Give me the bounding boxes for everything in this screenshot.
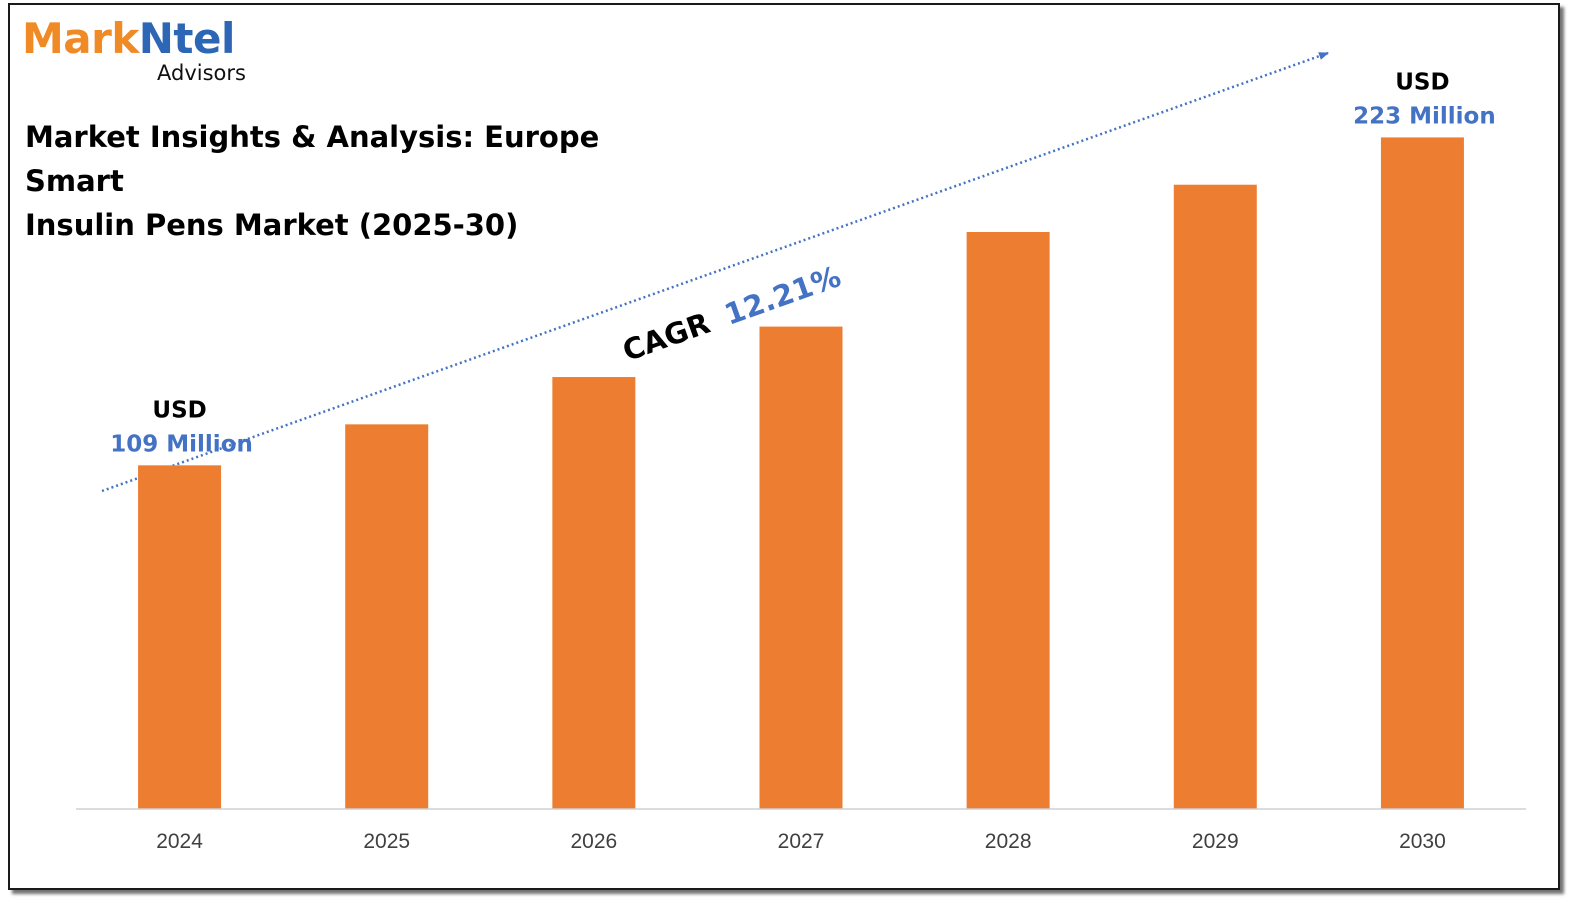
trend-arrow <box>101 51 1329 493</box>
logo-mark-part1: Mark <box>22 14 139 63</box>
chart-title-line2: Insulin Pens Market (2025-30) <box>25 208 519 242</box>
chart-title: Market Insights & Analysis: Europe Smart… <box>25 115 705 247</box>
annotation-usd-2024: USD <box>152 397 206 423</box>
chart-frame: MarkNtel Advisors Market Insights & Anal… <box>8 3 1560 890</box>
cagr-label-text: CAGR <box>618 306 714 368</box>
bar-2028 <box>966 232 1050 809</box>
bar-2030 <box>1380 137 1464 809</box>
annotation-value-2024: 109 Million <box>110 431 253 457</box>
x-tick-label-2030: 2030 <box>1399 830 1446 853</box>
logo-mark-part2: Ntel <box>138 14 236 63</box>
bar-2029 <box>1173 184 1257 809</box>
marknetel-logo: MarkNtel Advisors <box>22 15 267 95</box>
x-tick-label-2028: 2028 <box>985 830 1032 853</box>
x-tick-labels: 2024 2025 2026 2027 2028 2029 2030 <box>156 830 1446 853</box>
logo-subtitle: Advisors <box>157 61 246 85</box>
bar-chart: CAGR 12.21% 2024 2025 2026 2027 2028 2029 2030… <box>76 51 1526 853</box>
x-tick-label-2025: 2025 <box>363 830 410 853</box>
x-tick-label-2027: 2027 <box>778 830 825 853</box>
logo-wordmark: MarkNtel <box>22 15 235 63</box>
bar-2024 <box>138 465 222 809</box>
x-tick-label-2026: 2026 <box>570 830 617 853</box>
chart-title-line1: Market Insights & Analysis: Europe Smart <box>25 120 600 198</box>
x-tick-label-2024: 2024 <box>156 830 203 853</box>
bar-2026 <box>552 377 636 809</box>
annotation-usd-2030: USD <box>1395 69 1449 95</box>
value-annotations: USD 109 Million USD 223 Million <box>110 69 1495 457</box>
cagr-value: 12.21% <box>720 259 845 332</box>
annotation-value-2030: 223 Million <box>1353 103 1496 129</box>
bar-2027 <box>759 326 843 809</box>
x-tick-label-2029: 2029 <box>1192 830 1239 853</box>
bar-2025 <box>345 424 429 809</box>
bars-group <box>138 137 1464 809</box>
